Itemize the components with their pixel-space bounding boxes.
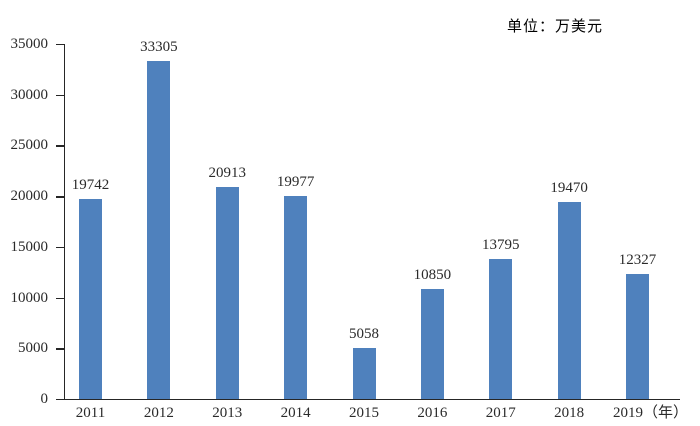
x-tick-label: 2019（年） [612, 405, 689, 421]
unit-label: 单位：万美元 [506, 19, 603, 35]
y-axis-tick [56, 246, 65, 249]
bar [626, 273, 649, 399]
y-tick-label: 25000 [10, 137, 49, 154]
bar [420, 288, 444, 399]
y-tick-label: 0 [40, 391, 49, 407]
y-tick-label: 35000 [10, 36, 49, 52]
y-axis [63, 44, 65, 401]
bar-value-label: 12327 [618, 251, 657, 268]
bar-value-label: 19470 [550, 179, 588, 196]
y-tick-label: 30000 [10, 86, 49, 103]
x-tick-label: 2014 [280, 405, 311, 421]
bar-value-label: 10850 [413, 266, 452, 283]
x-tick-label: 2018 [554, 405, 585, 421]
x-tick-label: 2013 [212, 405, 243, 421]
bar [79, 198, 102, 399]
bar [284, 196, 308, 399]
y-axis-tick [56, 145, 65, 147]
x-axis [56, 399, 680, 401]
bar-value-label: 5058 [349, 325, 379, 342]
bar-value-label: 20913 [208, 164, 247, 181]
x-tick-label: 2016 [417, 405, 448, 421]
y-tick-label: 20000 [10, 188, 49, 205]
y-axis-tick [56, 94, 65, 97]
bar [557, 201, 581, 399]
bar-value-label: 33305 [140, 39, 178, 56]
bar [147, 61, 171, 399]
y-tick-label: 15000 [10, 238, 49, 255]
bar-value-label: 13795 [482, 237, 520, 254]
y-axis-tick [56, 44, 65, 46]
bar-value-label: 19977 [276, 174, 315, 191]
x-tick-label: 2015 [349, 405, 379, 421]
y-axis-tick [56, 297, 65, 299]
bar [489, 259, 513, 399]
bar [352, 347, 376, 399]
y-axis-tick [56, 196, 65, 198]
y-tick-label: 10000 [10, 289, 49, 306]
bar-value-label: 19742 [71, 176, 110, 193]
x-tick-label: 2011 [75, 405, 106, 421]
x-tick-label: 2012 [143, 405, 174, 421]
y-tick-label: 5000 [18, 340, 48, 357]
x-tick-label: 2017 [485, 405, 516, 421]
bar [215, 186, 239, 399]
y-axis-tick [56, 348, 65, 350]
